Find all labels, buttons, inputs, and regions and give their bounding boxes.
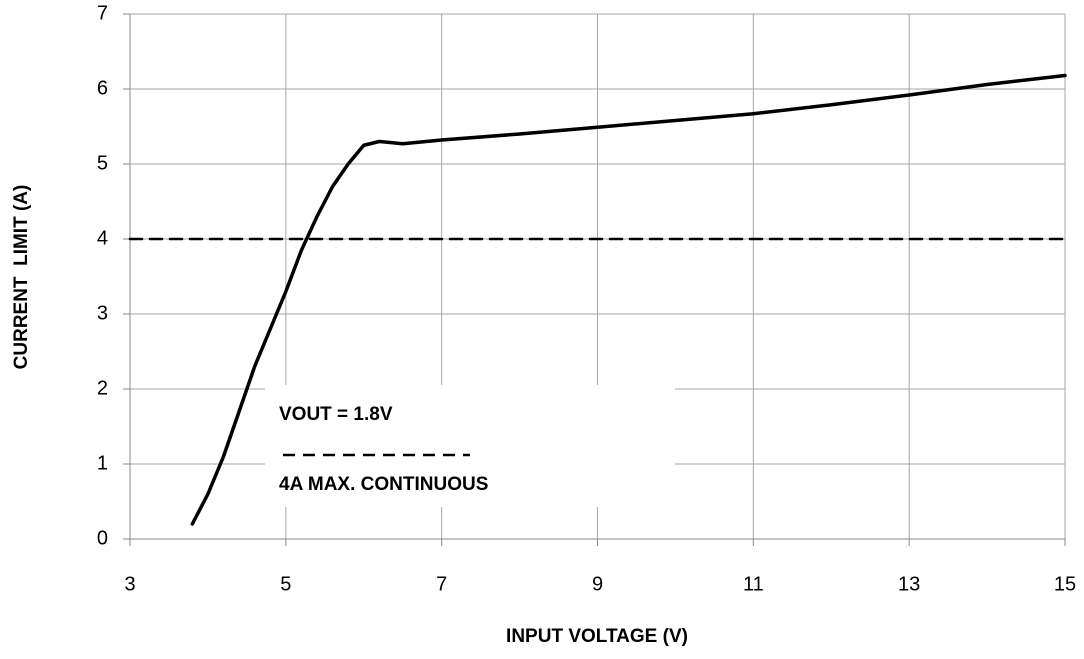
x-tick-label: 13 xyxy=(898,573,920,595)
line-series xyxy=(190,73,1067,526)
y-tick-label: 4 xyxy=(97,227,108,249)
x-tick-label: 7 xyxy=(436,573,447,595)
x-tick-label: 11 xyxy=(743,573,764,595)
legend-label: 4A MAX. CONTINUOUS xyxy=(279,474,488,495)
y-axis-label: CURRENT LIMIT (A) xyxy=(11,185,32,370)
x-tick-label: 9 xyxy=(592,573,603,595)
y-tick-label: 6 xyxy=(97,77,108,99)
y-tick-label: 7 xyxy=(97,2,108,24)
legend-box xyxy=(265,385,675,507)
y-tick-label: 0 xyxy=(97,527,108,549)
y-tick-label: 1 xyxy=(97,452,108,474)
x-tick-label: 5 xyxy=(280,573,291,595)
legend-label: VOUT = 1.8V xyxy=(279,404,393,425)
x-tick-label: 15 xyxy=(1054,573,1076,595)
x-axis-label: INPUT VOLTAGE (V) xyxy=(506,626,688,647)
y-tick-label: 2 xyxy=(97,377,108,399)
y-tick-label: 5 xyxy=(97,152,108,174)
y-tick-label: 3 xyxy=(97,302,108,324)
x-tick-label: 3 xyxy=(124,573,135,595)
